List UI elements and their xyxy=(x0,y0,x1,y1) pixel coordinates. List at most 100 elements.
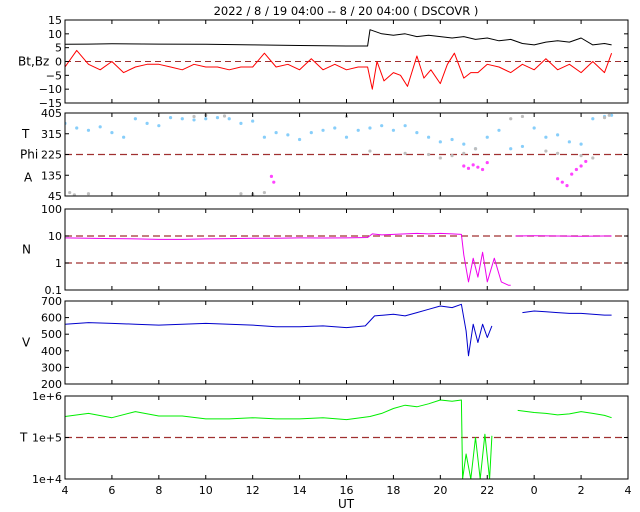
point-phi_highlight-8 xyxy=(556,177,560,181)
ytick-label-angles-0: 405 xyxy=(41,107,62,120)
point-theta-5 xyxy=(122,135,126,139)
point-theta-2 xyxy=(86,128,91,132)
series-density-0 xyxy=(65,232,511,286)
ytick-label-mag-4: −5 xyxy=(46,69,62,82)
panels: 151050−5−10−15Bt,Bz40531522513545TPhiA10… xyxy=(18,14,632,497)
point-phi-2 xyxy=(86,192,91,196)
point-theta-41 xyxy=(544,135,548,139)
point-theta-42 xyxy=(556,133,560,137)
point-phi-13 xyxy=(438,156,442,160)
point-phi-1 xyxy=(72,193,76,196)
point-theta-32 xyxy=(438,140,442,144)
point-theta-4 xyxy=(110,130,114,135)
xtick-label-11: 2 xyxy=(578,484,585,497)
point-phi-8 xyxy=(262,190,266,195)
xtick-label-6: 16 xyxy=(340,484,354,497)
point-phi_highlight-1 xyxy=(272,180,276,184)
panel-label-angles-0: T xyxy=(21,127,30,141)
point-theta-19 xyxy=(286,133,290,137)
point-theta-44 xyxy=(579,142,583,146)
point-theta-1 xyxy=(75,126,79,130)
point-phi-15 xyxy=(462,151,466,155)
point-theta-23 xyxy=(333,126,337,130)
ytick-label-density-1: 10 xyxy=(48,230,62,243)
point-theta-39 xyxy=(520,144,525,149)
point-phi-19 xyxy=(544,149,548,153)
ytick-label-mag-5: −10 xyxy=(39,83,62,96)
ytick-label-angles-3: 135 xyxy=(41,169,62,182)
point-theta-37 xyxy=(497,128,501,132)
ytick-label-angles-2: 225 xyxy=(41,149,62,162)
ytick-label-temperature-1: 1e+5 xyxy=(32,432,62,445)
point-theta-47 xyxy=(609,113,614,117)
point-phi-22 xyxy=(591,156,595,160)
point-theta-10 xyxy=(180,117,184,121)
ytick-label-density-2: 1 xyxy=(55,257,62,270)
panel-label-speed: V xyxy=(22,336,31,350)
plot-area-density xyxy=(65,232,612,286)
point-phi_highlight-13 xyxy=(579,164,583,168)
point-theta-34 xyxy=(462,142,466,146)
point-phi_highlight-12 xyxy=(574,167,578,172)
point-phi-11 xyxy=(403,151,407,155)
ytick-label-speed-0: 700 xyxy=(41,295,62,308)
panel-density: 100 10 1 0.1 N xyxy=(22,203,629,297)
panel-angles: 405 315 225 135 45 T Phi A xyxy=(20,107,629,203)
panel-label-density: N xyxy=(22,243,31,257)
point-phi-12 xyxy=(427,152,431,157)
ytick-label-angles-4: 45 xyxy=(48,190,62,203)
panel-temperature: 1e+6 1e+5 1e+4 T 4 6 8 10 12 14 16 18 20 22 0 2 4 xyxy=(19,390,632,497)
point-phi_highlight-10 xyxy=(565,184,569,188)
point-theta-33 xyxy=(450,137,454,142)
point-phi-16 xyxy=(473,147,478,151)
point-phi_highlight-3 xyxy=(466,166,471,170)
point-theta-17 xyxy=(262,135,266,139)
point-phi_highlight-4 xyxy=(471,163,475,167)
frame-density xyxy=(64,208,629,291)
series-temperature-1 xyxy=(517,409,612,419)
point-theta-31 xyxy=(427,135,431,139)
point-phi-6 xyxy=(239,192,243,196)
point-phi_highlight-7 xyxy=(485,160,489,165)
ytick-label-speed-5: 200 xyxy=(41,378,62,391)
point-theta-18 xyxy=(274,130,278,135)
x-axis-label: UT xyxy=(338,497,355,511)
xtick-label-5: 14 xyxy=(293,484,307,497)
point-theta-12 xyxy=(204,117,208,121)
point-theta-29 xyxy=(403,124,407,128)
xtick-label-0: 4 xyxy=(62,484,69,497)
panel-label-temperature: T xyxy=(19,431,28,445)
panel-speed: 700 600 500 400 300 200 V xyxy=(22,295,629,391)
xtick-label-4: 12 xyxy=(246,484,260,497)
plot-area-angles xyxy=(65,113,614,196)
point-phi_highlight-9 xyxy=(560,180,564,184)
ytick-label-density-0: 100 xyxy=(41,203,62,216)
point-theta-15 xyxy=(239,121,243,125)
point-phi_highlight-2 xyxy=(462,164,466,168)
ytick-label-speed-4: 300 xyxy=(41,361,62,374)
xtick-label-12: 4 xyxy=(625,484,632,497)
panel-label-mag: Bt,Bz xyxy=(18,55,49,69)
point-theta-45 xyxy=(591,117,595,121)
point-phi-20 xyxy=(556,151,560,155)
point-phi-18 xyxy=(520,114,525,119)
point-theta-40 xyxy=(532,126,536,130)
ytick-label-speed-2: 500 xyxy=(41,328,62,341)
series-bt-0 xyxy=(65,29,612,47)
point-theta-28 xyxy=(391,128,396,132)
frame-speed xyxy=(64,300,629,385)
point-phi-17 xyxy=(509,117,513,121)
point-phi-23 xyxy=(602,116,607,120)
xtick-label-10: 0 xyxy=(531,484,538,497)
ytick-label-mag-1: 10 xyxy=(48,28,62,41)
xtick-label-2: 8 xyxy=(155,484,162,497)
plot-area-temperature xyxy=(65,399,612,479)
point-theta-30 xyxy=(415,130,419,135)
point-theta-43 xyxy=(567,140,571,144)
point-phi-14 xyxy=(450,154,454,158)
panel-label-angles-2: A xyxy=(24,170,33,184)
plot-area-mag xyxy=(65,29,613,90)
xtick-label-7: 18 xyxy=(386,484,400,497)
point-theta-11 xyxy=(192,118,196,122)
